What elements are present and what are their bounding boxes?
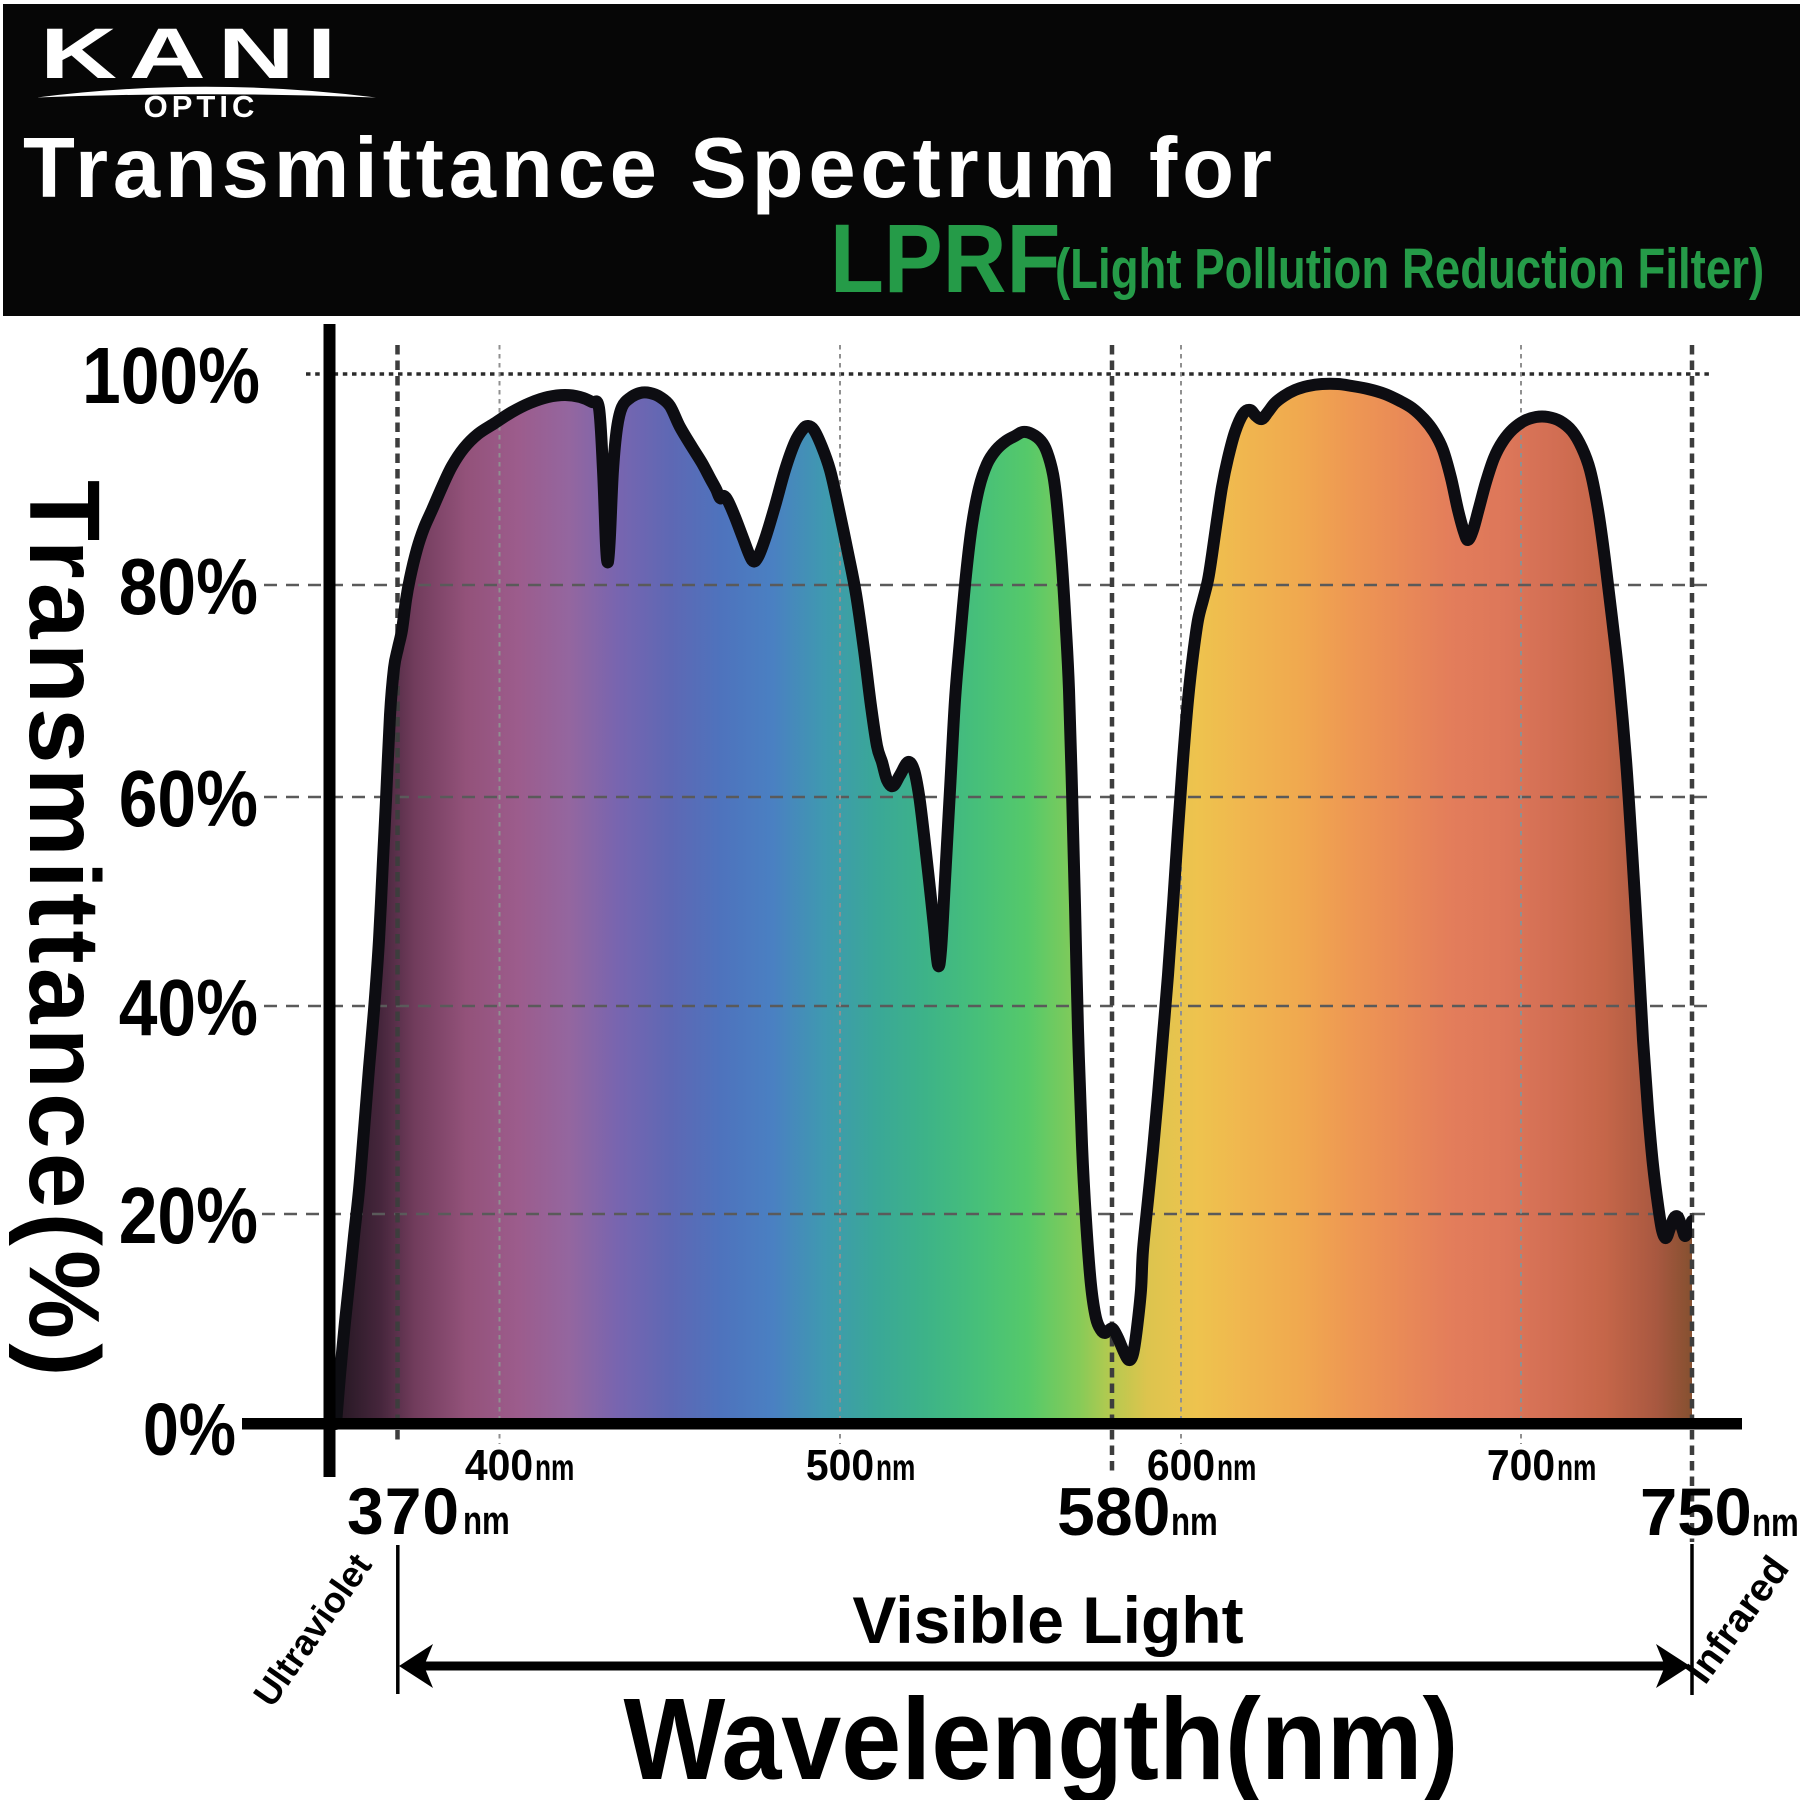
svg-text:580: 580 <box>1057 1474 1170 1550</box>
svg-text:Transmittance Spectrum for: Transmittance Spectrum for <box>23 121 1277 216</box>
svg-text:(Light Pollution Reduction Fil: (Light Pollution Reduction Filter) <box>1055 236 1764 300</box>
svg-text:80%: 80% <box>119 541 258 631</box>
svg-text:60%: 60% <box>119 753 258 843</box>
svg-text:500: 500 <box>806 1442 874 1491</box>
svg-text:nm: nm <box>876 1446 915 1488</box>
svg-text:nm: nm <box>1217 1446 1256 1488</box>
svg-text:Visible Light: Visible Light <box>852 1583 1243 1657</box>
svg-text:Transmittance(%): Transmittance(%) <box>8 480 120 1381</box>
svg-text:40%: 40% <box>119 962 258 1052</box>
svg-text:0%: 0% <box>143 1388 236 1471</box>
svg-text:OPTIC: OPTIC <box>144 89 259 124</box>
svg-text:KANI: KANI <box>40 14 348 93</box>
svg-text:370: 370 <box>347 1474 460 1548</box>
svg-text:600: 600 <box>1147 1442 1215 1491</box>
svg-text:nm: nm <box>1752 1500 1799 1545</box>
svg-text:750: 750 <box>1640 1475 1752 1550</box>
svg-text:LPRF: LPRF <box>830 204 1060 313</box>
svg-text:700: 700 <box>1487 1442 1555 1491</box>
svg-text:nm: nm <box>1171 1499 1218 1544</box>
svg-text:20%: 20% <box>119 1170 258 1260</box>
svg-text:Wavelength(nm): Wavelength(nm) <box>624 1674 1459 1800</box>
svg-text:400: 400 <box>465 1442 533 1491</box>
svg-text:100%: 100% <box>82 330 260 420</box>
svg-text:nm: nm <box>535 1446 574 1488</box>
svg-text:nm: nm <box>1557 1446 1596 1488</box>
svg-text:nm: nm <box>463 1498 510 1543</box>
